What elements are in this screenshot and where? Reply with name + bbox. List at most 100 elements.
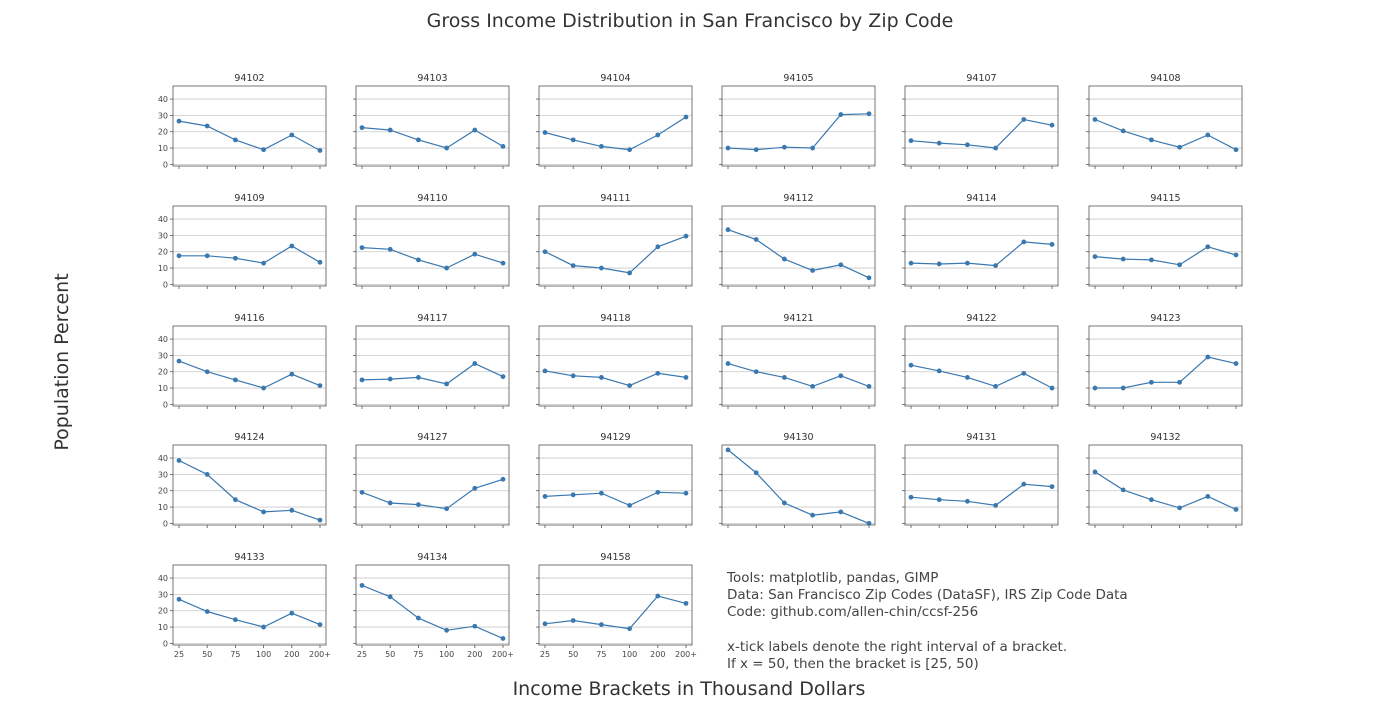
panel-title: 94111 — [600, 193, 630, 204]
panel-title: 94124 — [234, 432, 264, 443]
data-point — [261, 624, 266, 630]
note-bracket-example: If x = 50, then the bracket is [25, 50) — [727, 655, 979, 672]
data-point — [1021, 117, 1027, 122]
data-point — [387, 376, 393, 382]
data-point — [1233, 252, 1239, 258]
panel-frame — [355, 85, 510, 167]
data-point — [1049, 484, 1055, 490]
panel-frame — [355, 564, 510, 646]
panel-94112: 94112 — [719, 193, 876, 289]
data-point — [1233, 147, 1239, 153]
series-line — [727, 229, 870, 279]
data-point — [500, 260, 506, 266]
data-point — [444, 265, 449, 271]
panel-94158: 25 50 75 100 200 200+ 94158 — [536, 552, 697, 659]
data-point — [1205, 244, 1211, 250]
x-tick-label: 200+ — [492, 650, 514, 659]
data-point — [359, 245, 365, 251]
panel-title: 94108 — [1150, 73, 1180, 84]
data-point — [753, 147, 759, 153]
data-point — [599, 622, 604, 627]
panel-title: 94110 — [417, 193, 447, 204]
data-point — [993, 384, 998, 389]
panel-94134: 25 50 75 100 200 200+ 94134 — [353, 552, 514, 659]
data-point — [542, 621, 548, 627]
panel-title: 94158 — [600, 552, 630, 563]
y-tick-label: 10 — [158, 384, 168, 393]
data-point — [1049, 385, 1055, 391]
data-point — [655, 132, 661, 138]
data-point — [965, 375, 970, 380]
y-tick-label: 0 — [163, 639, 168, 648]
x-tick-label: 100 — [622, 650, 637, 659]
x-tick-label: 200+ — [309, 650, 331, 659]
y-tick-label: 30 — [158, 590, 168, 599]
data-point — [416, 257, 421, 263]
note-data: Data: San Francisco Zip Codes (DataSF), … — [727, 587, 1128, 604]
panel-title: 94133 — [234, 552, 264, 563]
data-point — [1149, 497, 1154, 503]
data-point — [1021, 481, 1027, 487]
data-point — [1049, 241, 1055, 247]
panel-frame — [355, 444, 510, 526]
panel-94132: 94132 — [1086, 432, 1243, 528]
data-point — [683, 233, 689, 239]
series-line — [361, 362, 504, 385]
data-point — [472, 623, 478, 629]
panel-title: 94127 — [417, 432, 447, 443]
series-line — [910, 483, 1053, 507]
data-point — [1149, 137, 1154, 143]
note-tools: Tools: matplotlib, pandas, GIMP — [727, 570, 939, 586]
panel-title: 94132 — [1150, 432, 1180, 443]
panel-title: 94131 — [966, 432, 996, 443]
x-tick-label: 75 — [413, 650, 423, 659]
data-point — [683, 375, 689, 380]
panel-frame — [721, 85, 876, 167]
y-tick-label: 40 — [158, 335, 168, 344]
data-point — [359, 125, 365, 131]
data-point — [289, 132, 295, 138]
data-point — [570, 492, 576, 498]
panel-frame — [1088, 205, 1243, 287]
data-point — [866, 275, 872, 281]
data-point — [1177, 379, 1182, 385]
data-point — [204, 609, 210, 614]
panel-frame — [538, 444, 693, 526]
y-tick-label: 0 — [163, 280, 168, 289]
panel-94108: 94108 — [1086, 73, 1243, 169]
y-tick-label: 20 — [158, 607, 168, 616]
data-point — [500, 374, 506, 380]
data-point — [993, 145, 998, 151]
data-point — [908, 362, 914, 368]
y-tick-label: 20 — [158, 368, 168, 377]
panel-title: 94134 — [417, 552, 447, 563]
data-point — [416, 502, 421, 507]
panel-94110: 94110 — [353, 193, 510, 289]
data-point — [542, 494, 548, 499]
panel-frame — [172, 205, 327, 287]
panel-frame — [904, 444, 1059, 526]
data-point — [725, 447, 731, 453]
panel-frame — [904, 85, 1059, 167]
panel-frame — [538, 85, 693, 167]
data-point — [838, 509, 844, 515]
data-point — [866, 520, 872, 526]
data-point — [655, 370, 661, 376]
data-point — [1120, 385, 1126, 391]
data-point — [472, 485, 478, 491]
data-point — [936, 261, 942, 267]
data-point — [599, 490, 604, 496]
panel-title: 94116 — [234, 313, 264, 324]
y-tick-label: 40 — [158, 215, 168, 224]
panel-title: 94115 — [1150, 193, 1180, 204]
data-point — [204, 369, 210, 375]
panel-frame — [904, 325, 1059, 407]
data-point — [359, 489, 365, 495]
series-line — [1094, 246, 1237, 266]
data-point — [753, 237, 759, 242]
data-point — [627, 626, 632, 632]
panel-title: 94104 — [600, 73, 630, 84]
series-line — [179, 245, 321, 264]
data-point — [317, 383, 323, 388]
data-point — [261, 509, 266, 515]
